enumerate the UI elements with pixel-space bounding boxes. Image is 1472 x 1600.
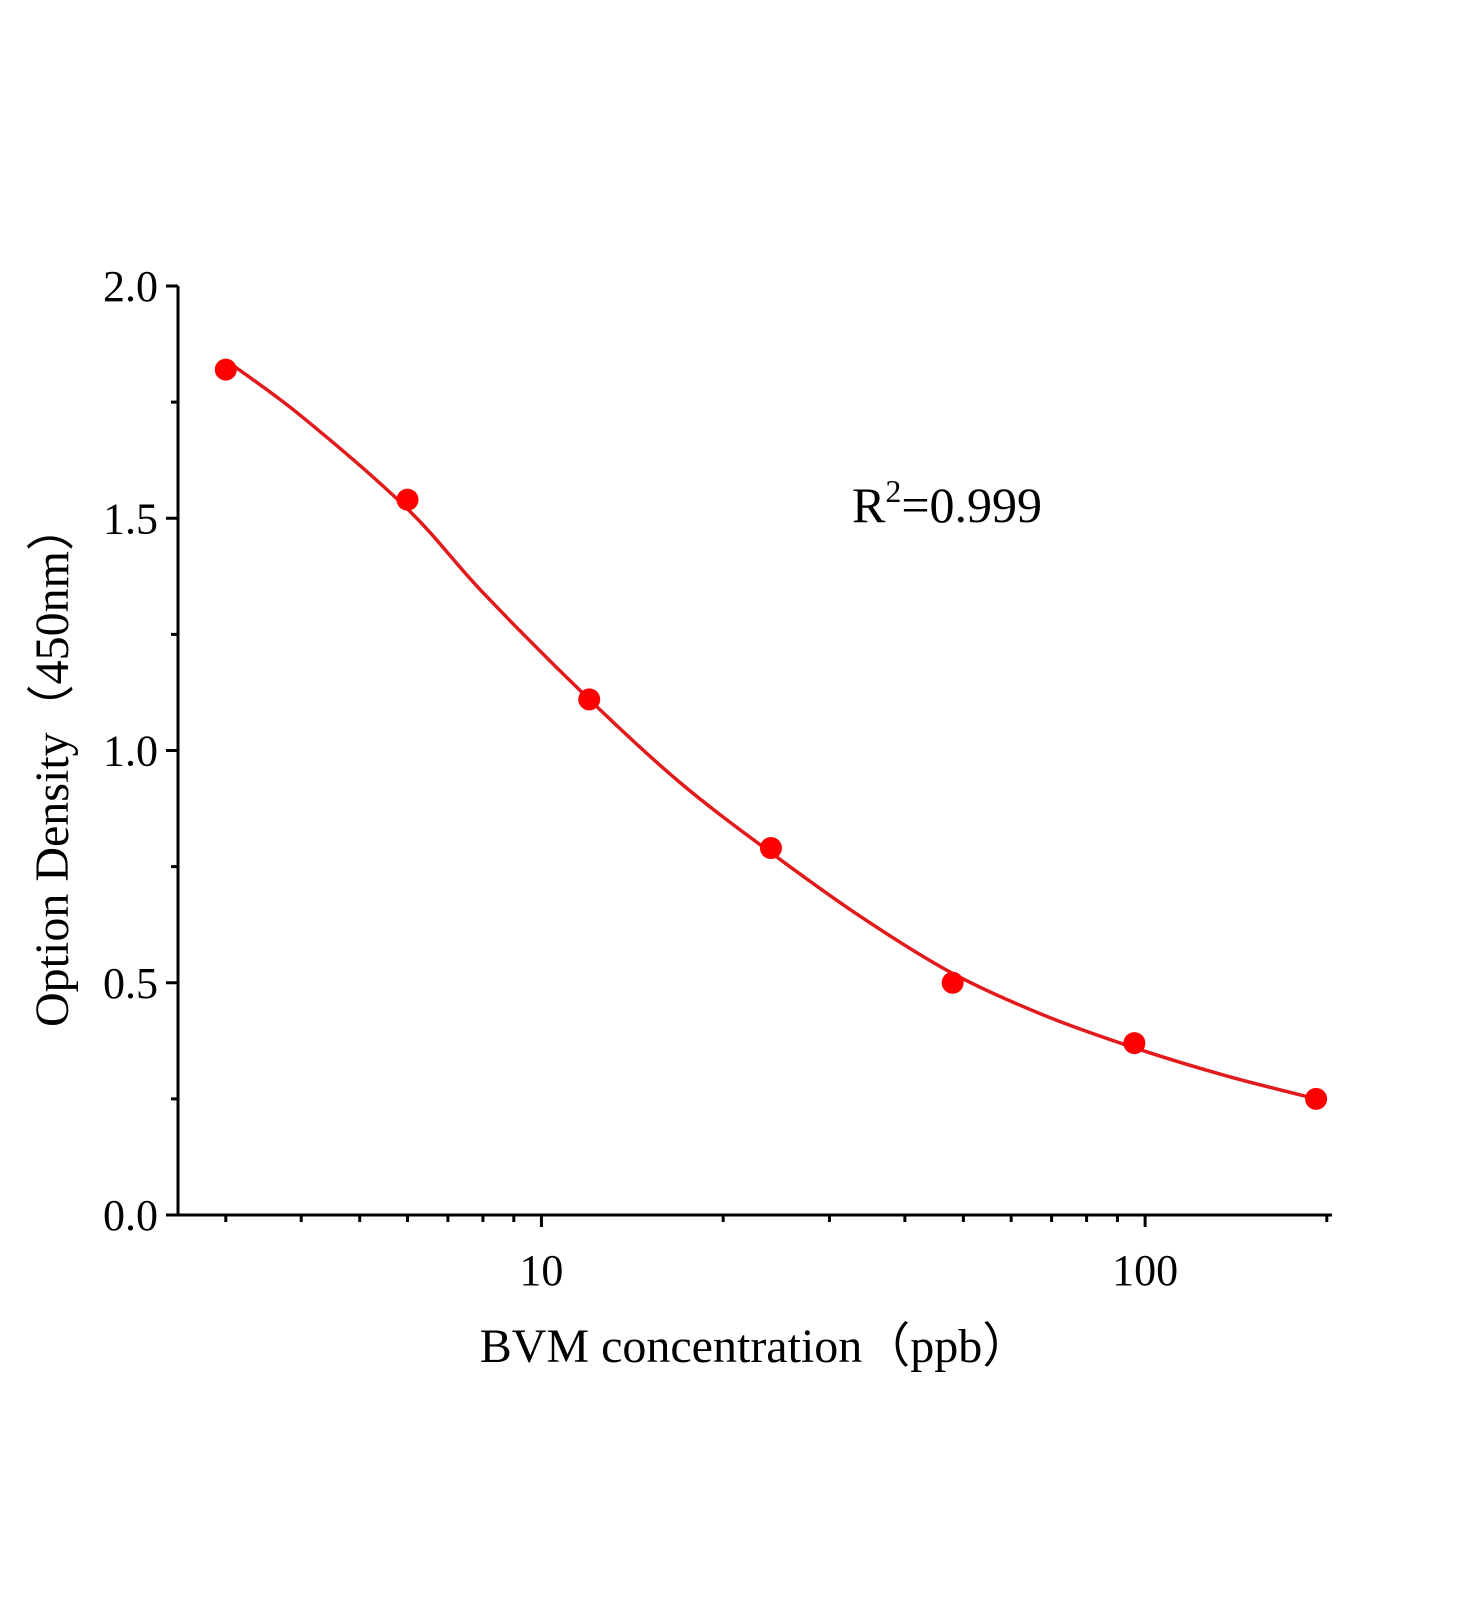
y-tick-label: 2.0 [103,262,158,311]
x-tick-label: 100 [1112,1246,1178,1295]
data-point [1123,1032,1146,1055]
x-tick-label: 10 [519,1246,563,1295]
annotation-text: =0.999 [901,477,1042,533]
data-point [941,971,964,994]
annotation: R2=0.999 [852,473,1042,533]
y-tick-label: 0.0 [103,1191,158,1240]
data-point [578,688,601,711]
x-axis-title: BVM concentration（ppb） [480,1320,1031,1373]
y-tick-label: 0.5 [103,959,158,1008]
y-axis-title: Option Density（450nm） [26,503,79,1027]
data-point [759,837,782,860]
y-tick-label: 1.5 [103,494,158,543]
data-point [1305,1087,1328,1110]
fit-curve [224,358,1317,1101]
data-point [396,488,419,511]
y-tick-label: 1.0 [103,727,158,776]
data-point [214,358,237,381]
annotation-base: R [852,477,886,533]
annotation-superscript: 2 [885,473,901,509]
